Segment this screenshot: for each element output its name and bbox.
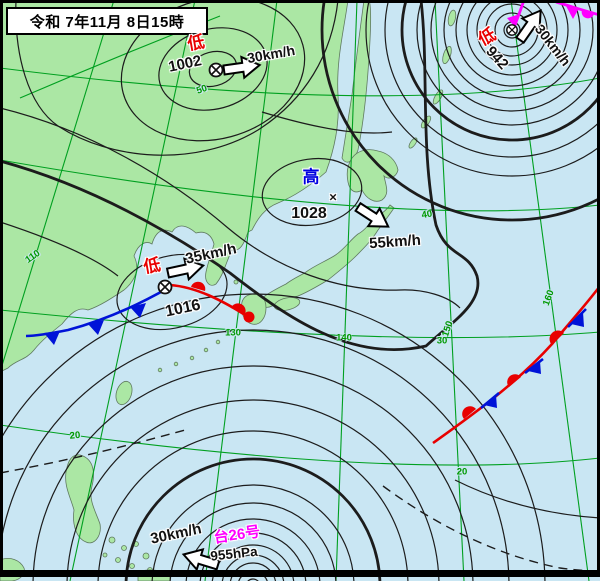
meridian-110e [0,0,115,374]
isobars-typhoon [0,293,546,581]
island-taiwan [115,380,133,406]
cold-front [25,286,169,345]
meridian-140e [335,0,358,581]
island-hokkaido [346,149,399,202]
chart-datetime-box: 令和 7年11月 8日15時 [6,7,208,35]
low-1002-label: 低 [185,32,207,54]
isobar-high-1028 [261,157,363,227]
high-1028-speed: 55km/h [368,231,422,253]
high-1028-pressure: 1028 [291,205,327,222]
fronts-group [25,0,600,445]
grid-label-lat20-east: 20 [456,466,468,478]
isobar-thin-1 [0,107,461,309]
grid-label-lat30: 30 [436,335,448,347]
isobar-low-1016 [116,253,228,331]
meridian-150e [434,0,465,581]
grid-label-lon140: 140 [336,332,352,344]
high-center-mark: × [329,189,337,205]
low-1016-label: 低 [141,255,163,277]
isobar-thin-2 [0,221,119,277]
grid-label-lon130: 130 [225,327,241,339]
map-frame-bottom [0,570,600,577]
isobar-thin-4 [454,479,600,519]
latitude-30n [0,309,600,339]
islands-ryukyu [157,279,239,373]
stationary-front [432,285,600,445]
isobar-bold-main [0,0,480,351]
meridian-120e [69,0,196,581]
meridian-130e [204,0,278,581]
isobars-low-942 [320,0,600,222]
low-center-icon-1002 [208,62,224,78]
islands-kuril [408,9,457,149]
high-1028-label: 高 [302,167,320,187]
grid-label-lat40: 40 [420,208,434,222]
low-center-icon-1016 [157,279,173,295]
grid-label-lat20-west: 20 [69,429,81,442]
island-luzon [65,454,101,544]
chart-datetime: 令和 7年11月 8日15時 [29,13,185,31]
low-center-icon-942 [506,24,518,36]
trough-dashed-east [382,485,600,572]
latitude-40n [0,159,600,212]
isobar-thin-3 [261,111,393,134]
latitude-50n [0,67,600,97]
trough-dashed-west [0,429,186,474]
warm-front [169,281,255,323]
